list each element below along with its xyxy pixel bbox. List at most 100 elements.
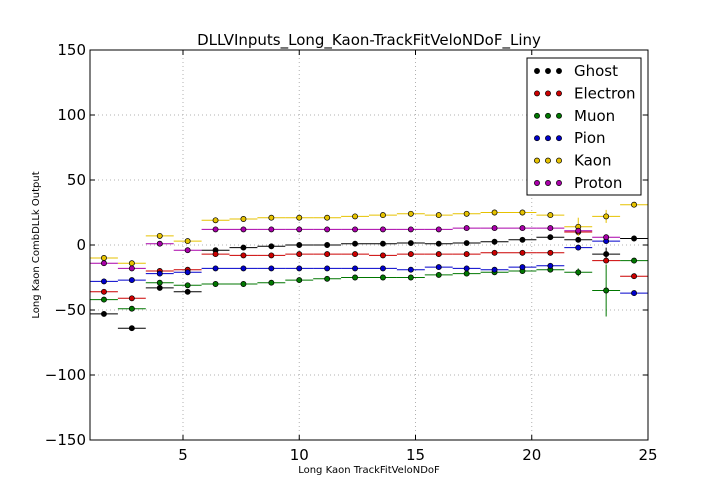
data-point (352, 251, 358, 258)
data-point (268, 226, 275, 233)
data-point (491, 266, 498, 273)
data-point (100, 255, 107, 261)
data-point (491, 209, 498, 216)
data-point (491, 249, 498, 256)
data-point (407, 210, 414, 217)
data-point (156, 270, 163, 277)
data-point (352, 274, 358, 281)
data-point (407, 251, 414, 258)
axis-ticks: 5 10 15 20 25 −150 −100 −50 0 50 100 150 (45, 41, 658, 464)
data-point (324, 242, 331, 248)
series-muon (90, 257, 648, 317)
data-point (268, 214, 275, 221)
data-point (128, 277, 135, 284)
data-point (324, 214, 331, 221)
data-point (435, 264, 442, 271)
data-point (324, 226, 331, 233)
series-ghost (90, 234, 648, 332)
data-point (156, 284, 163, 291)
data-point (212, 281, 219, 287)
legend-marker (545, 90, 551, 97)
data-point (407, 266, 414, 273)
data-point (100, 310, 107, 317)
data-point (296, 242, 303, 248)
data-point (296, 251, 303, 258)
data-point (463, 265, 470, 272)
data-point (519, 209, 526, 216)
data-point (100, 296, 107, 303)
data-point (296, 214, 303, 221)
data-point (240, 281, 247, 287)
data-point (519, 249, 526, 256)
legend-marker (556, 157, 562, 164)
data-point (240, 252, 247, 259)
legend-marker (545, 112, 551, 119)
data-point (352, 265, 358, 272)
data-point (631, 257, 638, 264)
y-tick-label: 0 (76, 236, 86, 254)
data-point (603, 251, 610, 258)
data-point (380, 274, 386, 281)
data-point (240, 216, 247, 222)
data-point (407, 240, 414, 246)
data-point (435, 226, 442, 233)
data-point (603, 257, 610, 264)
data-point (380, 226, 386, 233)
data-point (212, 217, 219, 224)
legend-marker (545, 157, 551, 164)
legend-marker (534, 135, 540, 142)
data-point (128, 325, 135, 332)
data-point (380, 252, 386, 259)
x-tick-label: 15 (406, 446, 425, 464)
data-point (352, 226, 358, 233)
data-point (212, 226, 219, 233)
data-point (603, 213, 610, 220)
data-point (128, 305, 135, 312)
data-point (324, 251, 331, 258)
x-axis-label: Long Kaon TrackFitVeloNDoF (298, 465, 440, 476)
data-point (463, 240, 470, 246)
data-point (407, 274, 414, 281)
x-tick-label: 25 (638, 446, 657, 464)
data-point (184, 238, 191, 245)
data-point (268, 243, 275, 250)
data-point (184, 269, 191, 276)
data-point (184, 247, 191, 254)
data-point (435, 240, 442, 247)
legend-marker (556, 68, 562, 74)
legend-marker (545, 180, 551, 186)
legend-marker (534, 112, 540, 119)
series-kaon (90, 201, 648, 267)
data-point (631, 290, 638, 297)
legend-label: Ghost (574, 62, 618, 80)
legend-marker (545, 68, 551, 74)
data-point (156, 232, 163, 239)
y-axis-label: Long Kaon CombDLLk Output (31, 171, 42, 318)
data-point (631, 201, 638, 208)
legend-label: Kaon (574, 152, 611, 170)
data-point (380, 212, 386, 219)
data-point (268, 265, 275, 272)
data-point (407, 226, 414, 233)
data-point (547, 234, 554, 241)
data-point (435, 212, 442, 219)
data-point (547, 262, 554, 269)
legend-marker (534, 180, 540, 186)
data-series (90, 201, 648, 332)
legend-box (526, 57, 642, 196)
data-point (519, 236, 526, 243)
legend-label: Electron (574, 84, 636, 102)
data-point (324, 265, 331, 272)
legend-label: Pion (574, 129, 606, 147)
data-point (575, 269, 582, 276)
legend-marker (545, 135, 551, 142)
data-point (463, 210, 470, 217)
data-point (212, 265, 219, 272)
legend-label: Muon (574, 107, 615, 125)
data-point (184, 288, 191, 295)
legend-marker (556, 112, 562, 119)
y-tick-label: 50 (67, 171, 86, 189)
data-point (631, 235, 638, 242)
series-electron (90, 229, 648, 302)
